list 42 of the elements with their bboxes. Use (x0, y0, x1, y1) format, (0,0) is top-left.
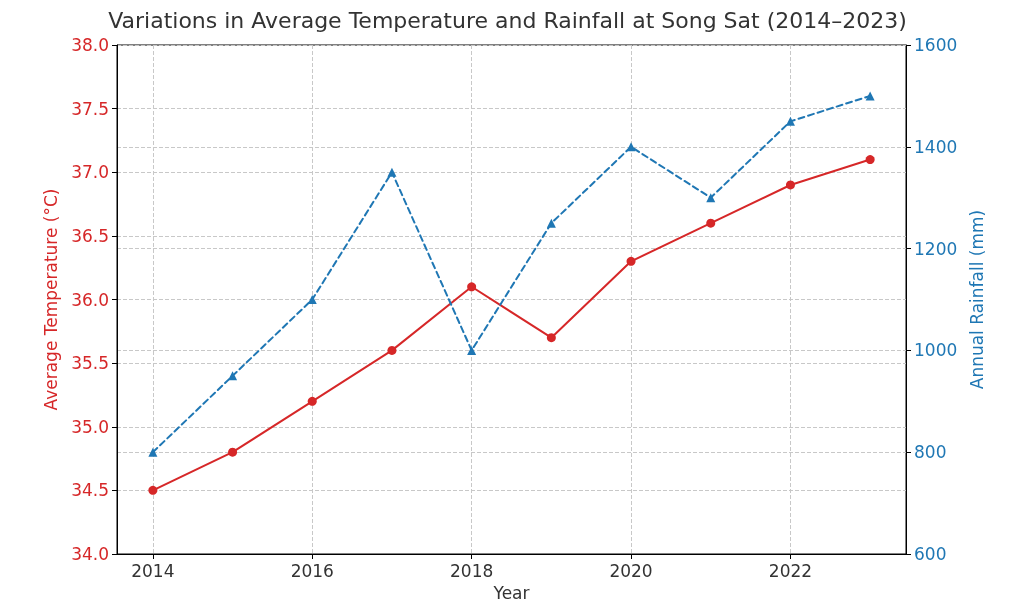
point (467, 345, 477, 355)
x-tick-label: 2018 (450, 560, 494, 581)
point (546, 333, 556, 343)
point (228, 371, 238, 381)
x-tick-label: 2020 (609, 560, 653, 581)
y2-tick-label: 1600 (914, 35, 958, 55)
x-axis-title: Year (492, 582, 530, 603)
point (387, 167, 397, 177)
point (387, 345, 397, 355)
y-tick-label: 34.5 (71, 480, 109, 501)
x-tick-label: 2022 (768, 560, 813, 581)
point (626, 142, 636, 152)
y2-tick-label: 1200 (914, 238, 958, 259)
x-tick-label: 2016 (290, 560, 334, 581)
chart-title: Variations in Average Temperature and Rainfall at Song Sat (2014–2023) (108, 7, 907, 33)
y-tick-label: 35.5 (71, 353, 109, 374)
point (865, 155, 875, 165)
y-tick-label: 36.0 (71, 289, 109, 310)
point (148, 447, 158, 457)
y-tick-label: 36.5 (71, 225, 109, 246)
point (148, 485, 158, 495)
y-tick-label: 37.0 (71, 162, 109, 183)
y2-tick-label: 1000 (914, 340, 958, 361)
point (706, 218, 716, 228)
y2-tick-label: 800 (914, 442, 947, 463)
point (307, 396, 317, 406)
y-tick-label: 37.5 (71, 98, 109, 119)
x-tick-label: 2014 (131, 560, 175, 581)
point (626, 256, 636, 266)
y2-tick-label: 600 (914, 544, 947, 564)
y-tick-label: 38.0 (71, 35, 109, 55)
y2-axis-title: Annual Rainfall (mm) (966, 209, 987, 390)
point (785, 116, 795, 126)
y-axis-title: Average Temperature (°C) (40, 188, 61, 411)
y2-tick-label: 1400 (914, 136, 958, 157)
point (467, 282, 477, 292)
point (307, 295, 317, 304)
y-tick-label: 34.0 (71, 544, 109, 564)
point (228, 447, 238, 457)
point (785, 180, 795, 190)
y-tick-label: 35.0 (71, 416, 109, 437)
point (546, 218, 556, 228)
